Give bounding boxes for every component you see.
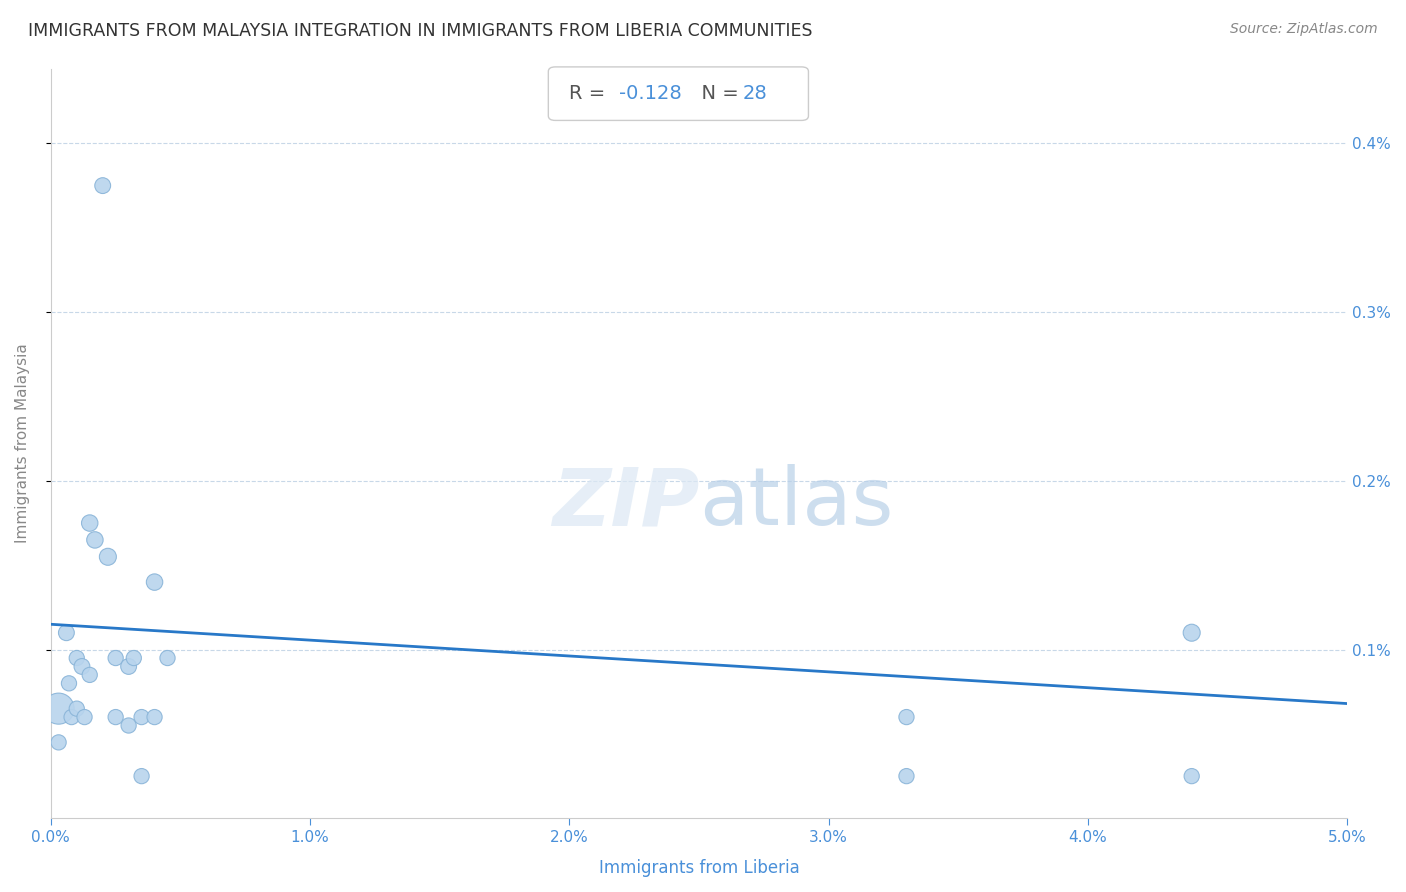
Point <box>91 178 114 193</box>
Point <box>79 516 101 530</box>
Point <box>117 659 139 673</box>
Point <box>79 668 101 682</box>
Point <box>55 625 77 640</box>
Point <box>156 651 179 665</box>
Point <box>97 549 120 564</box>
Text: N =: N = <box>689 84 745 103</box>
Point <box>104 710 127 724</box>
Text: 28: 28 <box>742 84 768 103</box>
Point <box>143 710 166 724</box>
Point <box>66 701 89 715</box>
Point <box>48 701 70 715</box>
Point <box>1181 625 1204 640</box>
Point <box>143 575 166 590</box>
Text: IMMIGRANTS FROM MALAYSIA INTEGRATION IN IMMIGRANTS FROM LIBERIA COMMUNITIES: IMMIGRANTS FROM MALAYSIA INTEGRATION IN … <box>28 22 813 40</box>
Text: R =: R = <box>569 84 612 103</box>
Text: ZIP: ZIP <box>551 465 699 542</box>
Point <box>1181 769 1204 783</box>
Y-axis label: Immigrants from Malaysia: Immigrants from Malaysia <box>15 343 30 543</box>
Point <box>66 651 89 665</box>
Point <box>48 735 70 749</box>
Text: atlas: atlas <box>699 465 893 542</box>
Point <box>84 533 107 547</box>
Text: -0.128: -0.128 <box>619 84 682 103</box>
X-axis label: Immigrants from Liberia: Immigrants from Liberia <box>599 859 800 877</box>
Point <box>60 710 83 724</box>
Point <box>122 651 145 665</box>
Point <box>131 769 153 783</box>
Point <box>117 718 139 732</box>
Point <box>896 710 918 724</box>
Point <box>131 710 153 724</box>
Point <box>73 710 96 724</box>
Point <box>896 769 918 783</box>
Text: Source: ZipAtlas.com: Source: ZipAtlas.com <box>1230 22 1378 37</box>
Point <box>104 651 127 665</box>
Point <box>58 676 80 690</box>
Point <box>70 659 93 673</box>
